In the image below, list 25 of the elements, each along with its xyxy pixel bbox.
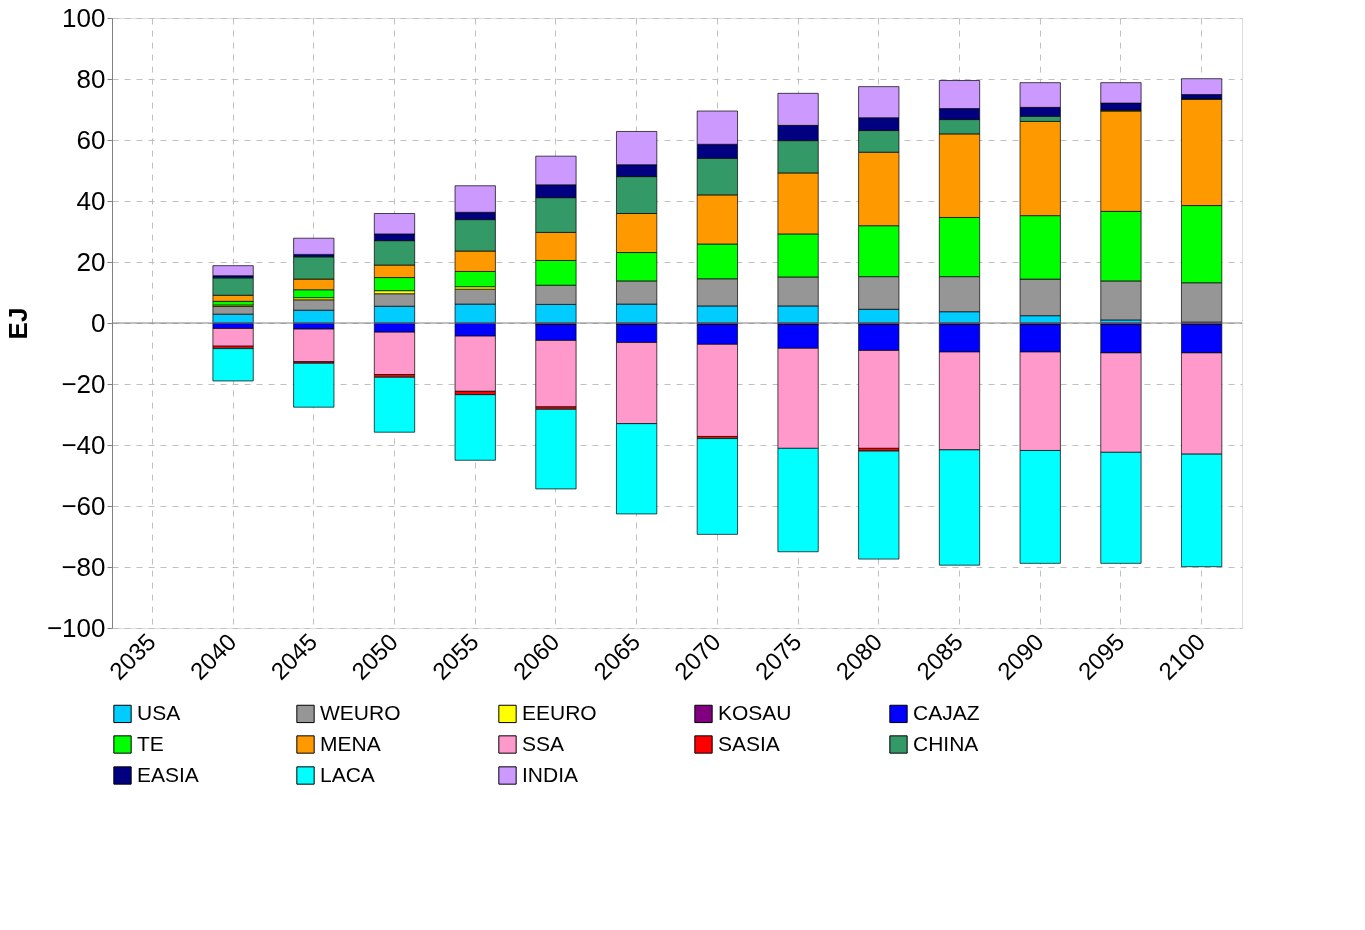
y-tick-label: 80 bbox=[76, 63, 106, 94]
y-axis-title: EJ bbox=[2, 307, 33, 340]
legend-label: LACA bbox=[320, 762, 375, 786]
y-tick-label: −80 bbox=[61, 551, 106, 582]
y-tick-label: 40 bbox=[76, 185, 106, 216]
legend-label: KOSAU bbox=[718, 700, 792, 724]
y-tick-label: 60 bbox=[76, 124, 106, 155]
y-tick-label: −60 bbox=[61, 490, 106, 521]
legend-label: WEURO bbox=[320, 700, 401, 724]
legend-label: USA bbox=[137, 700, 181, 724]
y-tick-label: −20 bbox=[61, 368, 106, 399]
y-tick-label: 20 bbox=[76, 246, 106, 277]
legend-label: CAJAZ bbox=[913, 700, 980, 724]
legend-label: SSA bbox=[522, 731, 565, 755]
y-tick-label: −100 bbox=[46, 612, 106, 643]
legend-label: CHINA bbox=[913, 731, 979, 755]
y-tick-label: 100 bbox=[62, 2, 106, 33]
y-tick-label: −40 bbox=[61, 429, 106, 460]
legend-label: TE bbox=[137, 731, 164, 755]
legend-label: EASIA bbox=[137, 762, 199, 786]
y-tick-label: 0 bbox=[91, 307, 106, 338]
legend-label: SASIA bbox=[718, 731, 780, 755]
legend-label: MENA bbox=[320, 731, 381, 755]
legend-label: EEURO bbox=[522, 700, 597, 724]
legend-label: INDIA bbox=[522, 762, 579, 786]
